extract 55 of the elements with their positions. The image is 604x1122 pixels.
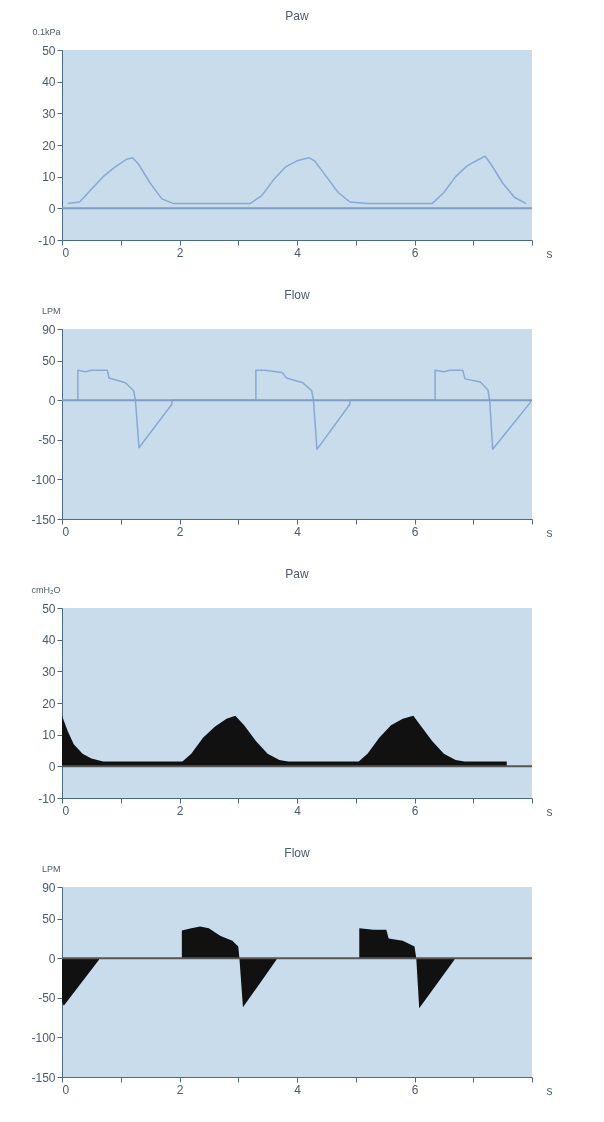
y-tick-label: 0 <box>48 951 56 966</box>
y-tick-label: -50 <box>38 991 56 1006</box>
y-tick-label: -10 <box>38 233 56 248</box>
y-tick-label: 90 <box>42 322 56 337</box>
chart-title: Paw <box>285 9 310 23</box>
y-tick-label: 10 <box>42 170 56 185</box>
y-tick-label: 40 <box>42 75 56 90</box>
y-axis-title: LPM <box>41 863 61 874</box>
x-axis-title: s <box>546 804 553 819</box>
y-tick-label: 20 <box>42 138 56 153</box>
y-tick-label: 30 <box>42 106 56 121</box>
y-tick-label: 0 <box>48 393 56 408</box>
y-tick-label: 50 <box>42 601 56 616</box>
x-tick-label: 0 <box>62 245 70 260</box>
x-tick-label: 6 <box>411 803 419 818</box>
chart-title: Flow <box>284 846 310 860</box>
x-axis-title: s <box>546 246 553 261</box>
chart-title: Paw <box>285 567 310 581</box>
y-tick-label: 50 <box>42 354 56 369</box>
y-tick-label: 30 <box>42 664 56 679</box>
y-tick-label: 0 <box>48 201 56 216</box>
x-axis-title: s <box>546 525 553 540</box>
x-tick-label: 2 <box>176 803 184 818</box>
y-axis-title: LPM <box>41 305 61 316</box>
y-tick-label: 50 <box>42 43 56 58</box>
y-tick-label: -100 <box>31 472 56 487</box>
y-tick-label: 0 <box>48 759 56 774</box>
x-tick-label: 6 <box>411 524 419 539</box>
x-tick-label: 6 <box>411 245 419 260</box>
y-tick-label: 20 <box>42 696 56 711</box>
y-tick-label: -150 <box>31 1070 56 1085</box>
x-tick-label: 6 <box>411 1082 419 1097</box>
y-tick-label: -100 <box>31 1030 56 1045</box>
line-series <box>67 155 527 205</box>
x-tick-label: 4 <box>294 245 302 260</box>
y-tick-label: -10 <box>38 791 56 806</box>
x-tick-label: 2 <box>176 1082 184 1097</box>
x-tick-label: 4 <box>294 1082 302 1097</box>
y-axis-title: cmH₂O <box>31 584 61 595</box>
x-tick-label: 4 <box>294 524 302 539</box>
x-tick-label: 0 <box>62 1082 70 1097</box>
y-tick-label: 90 <box>42 880 56 895</box>
x-axis-title: s <box>546 1083 553 1098</box>
x-tick-label: 2 <box>176 524 184 539</box>
chart-title: Flow <box>284 288 310 302</box>
y-tick-label: 40 <box>42 633 56 648</box>
x-tick-label: 4 <box>294 803 302 818</box>
x-tick-label: 2 <box>176 245 184 260</box>
x-tick-label: 0 <box>62 524 70 539</box>
y-tick-label: 50 <box>42 912 56 927</box>
y-tick-label: 10 <box>42 728 56 743</box>
y-axis-title: 0.1kPa <box>32 26 61 37</box>
y-tick-label: -150 <box>31 512 56 527</box>
x-tick-label: 0 <box>62 803 70 818</box>
y-tick-label: -50 <box>38 433 56 448</box>
